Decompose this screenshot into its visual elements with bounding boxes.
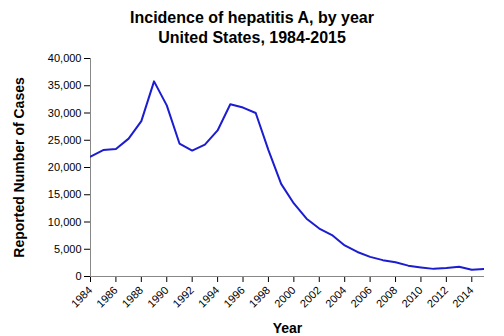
svg-text:1988: 1988: [119, 284, 145, 310]
svg-text:2006: 2006: [348, 284, 374, 310]
svg-text:5,000: 5,000: [54, 243, 82, 255]
html-text:United States, 1984-2015: United States, 1984-2015: [158, 29, 346, 46]
svg-text:1998: 1998: [247, 284, 273, 310]
svg-text:1984: 1984: [69, 284, 95, 310]
svg-text:30,000: 30,000: [48, 107, 82, 119]
svg-text:Reported Number of Cases: Reported Number of Cases: [11, 77, 27, 258]
svg-text:1990: 1990: [145, 284, 171, 310]
svg-text:2000: 2000: [272, 284, 298, 310]
svg-text:2004: 2004: [323, 284, 349, 310]
svg-text:35,000: 35,000: [48, 79, 82, 91]
svg-text:10,000: 10,000: [48, 216, 82, 228]
svg-text:2010: 2010: [399, 284, 425, 310]
svg-text:1986: 1986: [94, 284, 120, 310]
svg-text:2014: 2014: [450, 284, 476, 310]
svg-text:1996: 1996: [221, 284, 247, 310]
svg-text:1992: 1992: [170, 284, 196, 310]
html-text:Incidence of hepatitis A, by y: Incidence of hepatitis A, by year: [130, 9, 374, 26]
svg-text:1994: 1994: [196, 284, 222, 310]
svg-text:Year: Year: [273, 320, 303, 336]
svg-text:0: 0: [75, 270, 81, 282]
svg-text:40,000: 40,000: [48, 52, 82, 64]
svg-text:25,000: 25,000: [48, 134, 82, 146]
svg-text:2002: 2002: [297, 284, 323, 310]
svg-text:20,000: 20,000: [48, 161, 82, 173]
svg-text:2012: 2012: [424, 284, 450, 310]
svg-text:2008: 2008: [374, 284, 400, 310]
svg-text:15,000: 15,000: [48, 188, 82, 200]
